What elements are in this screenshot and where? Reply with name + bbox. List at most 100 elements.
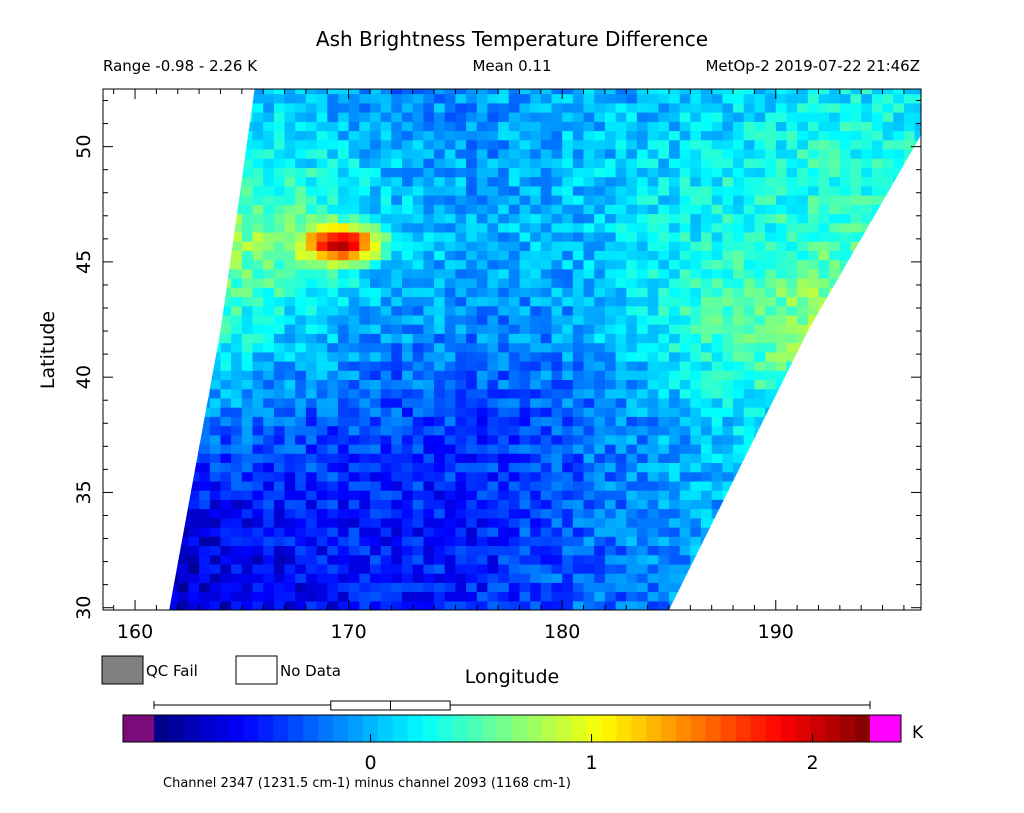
heatmap-cell — [273, 268, 286, 279]
heatmap-cell — [669, 102, 681, 113]
heatmap-cell — [444, 370, 456, 380]
heatmap-cell — [797, 305, 809, 316]
heatmap-cell — [455, 241, 467, 251]
heatmap-cell — [743, 139, 755, 150]
heatmap-cell — [348, 379, 360, 390]
heatmap-cell — [370, 324, 382, 334]
heatmap-cell — [423, 434, 435, 445]
heatmap-cell — [871, 167, 884, 178]
heatmap-cell — [733, 112, 745, 122]
heatmap-cell — [530, 278, 542, 288]
heatmap-cell — [583, 250, 595, 261]
heatmap-cell — [444, 121, 456, 132]
heatmap-cell — [327, 112, 339, 122]
heatmap-cell — [316, 130, 328, 141]
heatmap-cell — [604, 554, 617, 565]
heatmap-cell — [508, 268, 521, 279]
heatmap-cell — [530, 222, 542, 233]
colorbar-step — [825, 715, 841, 742]
heatmap-cell — [861, 176, 873, 187]
heatmap-cell — [594, 434, 606, 445]
heatmap-cell — [508, 250, 521, 261]
heatmap-cell — [370, 490, 382, 500]
heatmap-cell — [594, 231, 606, 242]
heatmap-cell — [540, 130, 553, 141]
heatmap-cell — [765, 139, 777, 150]
heatmap-cell — [733, 204, 745, 215]
heatmap-cell — [775, 370, 788, 380]
heatmap-cell — [231, 278, 243, 288]
heatmap-cell — [359, 222, 371, 233]
heatmap-cell — [231, 582, 243, 593]
heatmap-cell — [455, 462, 467, 473]
heatmap-cell — [615, 407, 627, 417]
heatmap-cell — [498, 324, 510, 334]
heatmap-cell — [594, 370, 606, 380]
heatmap-cell — [679, 167, 691, 178]
heatmap-cell — [636, 370, 649, 380]
heatmap-cell — [530, 185, 542, 196]
heatmap-cell — [914, 121, 921, 132]
heatmap-cell — [273, 370, 286, 380]
heatmap-cell — [754, 407, 766, 417]
heatmap-cell — [487, 176, 499, 187]
heatmap-cell — [743, 130, 755, 141]
heatmap-cell — [669, 112, 681, 122]
heatmap-cell — [284, 462, 296, 473]
heatmap-cell — [679, 268, 691, 279]
heatmap-cell — [498, 370, 510, 380]
heatmap-cell — [658, 185, 670, 196]
heatmap-cell — [540, 545, 553, 556]
heatmap-cell — [423, 204, 435, 215]
heatmap-cell — [679, 416, 691, 427]
heatmap-cell — [337, 508, 350, 519]
heatmap-cell — [348, 185, 360, 196]
heatmap-cell — [583, 130, 595, 141]
heatmap-cell — [839, 139, 852, 150]
heatmap-cell — [444, 167, 456, 178]
heatmap-cell — [487, 89, 499, 95]
heatmap-cell — [583, 241, 595, 251]
heatmap-cell — [615, 471, 627, 482]
heatmap-cell — [434, 361, 446, 371]
heatmap-cell — [476, 434, 489, 445]
heatmap-cell — [498, 453, 510, 463]
heatmap-cell — [391, 250, 403, 261]
heatmap-cell — [498, 185, 510, 196]
heatmap-cell — [572, 231, 585, 242]
heatmap-cell — [519, 121, 531, 132]
heatmap-cell — [583, 517, 595, 528]
heatmap-cell — [893, 158, 905, 168]
heatmap-cell — [733, 388, 745, 399]
heatmap-cell — [380, 573, 392, 583]
heatmap-cell — [530, 600, 542, 610]
heatmap-cell — [636, 591, 649, 602]
heatmap-cell — [530, 333, 542, 344]
heatmap-cell — [402, 121, 414, 132]
colorbar-step — [243, 715, 259, 742]
heatmap-cell — [519, 93, 531, 104]
heatmap-cell — [765, 333, 777, 344]
heatmap-cell — [882, 185, 894, 196]
heatmap-cell — [402, 213, 414, 224]
heatmap-cell — [786, 250, 798, 261]
heatmap-cell — [327, 158, 339, 168]
heatmap-cell — [220, 314, 232, 325]
heatmap-cell — [669, 444, 681, 454]
heatmap-cell — [391, 148, 403, 159]
heatmap-cell — [701, 296, 713, 307]
colorbar-step — [347, 715, 364, 742]
heatmap-cell — [540, 499, 553, 510]
heatmap-cell — [658, 89, 670, 95]
heatmap-cell — [615, 351, 627, 362]
no-data-label: No Data — [280, 662, 341, 680]
heatmap-cell — [701, 195, 713, 205]
heatmap-cell — [626, 287, 638, 298]
heatmap-cell — [604, 102, 617, 113]
heatmap-cell — [284, 517, 296, 528]
heatmap-cell — [594, 250, 606, 261]
heatmap-cell — [423, 591, 435, 602]
heatmap-cell — [540, 563, 553, 574]
heatmap-cell — [370, 480, 382, 491]
heatmap-cell — [476, 407, 489, 417]
